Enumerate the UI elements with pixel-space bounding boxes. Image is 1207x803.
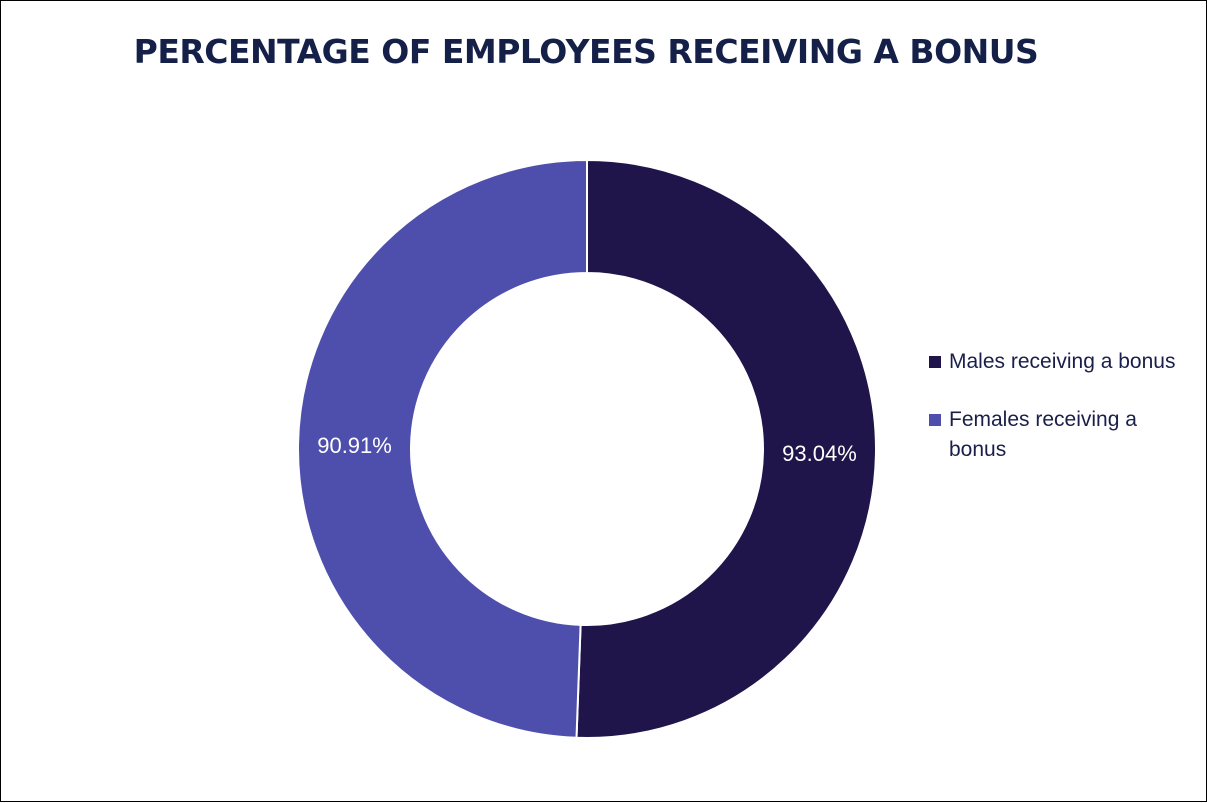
- legend-swatch-females: [929, 414, 941, 426]
- data-label-females: 90.91%: [317, 433, 392, 458]
- legend-label-females: Females receiving a bonus: [949, 408, 1137, 461]
- legend: Males receiving a bonus Females receivin…: [929, 347, 1194, 493]
- legend-label-males: Males receiving a bonus: [949, 350, 1176, 373]
- chart-title: PERCENTAGE OF EMPLOYEES RECEIVING A BONU…: [133, 32, 1039, 71]
- legend-swatch-males: [929, 356, 941, 368]
- donut-slice-males: [575, 158, 877, 739]
- data-label-males: 93.04%: [782, 441, 857, 466]
- legend-item-males: Males receiving a bonus: [929, 347, 1194, 377]
- legend-item-females: Females receiving a bonus: [929, 405, 1194, 465]
- donut-slice-females: [297, 158, 588, 739]
